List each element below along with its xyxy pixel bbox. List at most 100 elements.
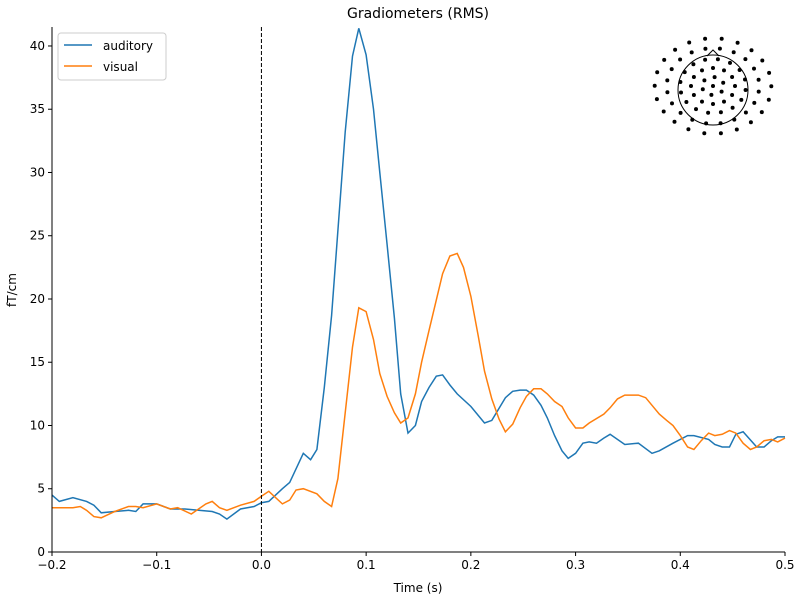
y-tick-label: 0 [37,545,45,559]
sensor-dot [739,97,744,102]
sensor-dot [709,92,714,97]
legend-label-auditory: auditory [103,39,153,53]
sensor-dot [654,97,659,102]
y-tick-label: 10 [30,418,45,432]
sensor-dot [717,46,722,51]
x-tick-label: −0.2 [37,558,66,572]
legend: auditory visual [57,32,167,81]
sensor-dot [743,110,748,115]
sensor-dot [730,75,735,79]
sensor-dot [678,110,683,115]
sensor-dot [678,57,683,62]
sensor-dot [703,46,708,51]
nose-outline [706,49,720,57]
x-tick-label: 0.5 [775,558,794,572]
sensor-dot [702,131,707,136]
sensor-dot [691,62,696,67]
sensor-dot [670,101,674,106]
sensor-dot [686,127,691,132]
sensor-dot [687,40,692,45]
sensor-dot [718,131,723,136]
series-line-visual [52,252,786,519]
sensor-dot [732,117,737,122]
sensor-dot [689,50,694,55]
sensor-dot [690,117,695,122]
sensor-dot [718,121,723,126]
x-tick-label: −0.1 [142,558,171,572]
sensor-dot [733,84,737,88]
head-outline [677,54,749,126]
y-tick-label: 5 [37,482,45,496]
x-tick-label: 0.3 [566,558,585,572]
sensor-dot [756,77,761,82]
sensor-dot [719,36,724,41]
legend-label-visual: visual [103,60,138,74]
sensor-dot [711,66,715,70]
sensor-dot [700,68,704,73]
sensor-dot [700,87,705,92]
sensor-dot [678,80,683,84]
sensor-dot [743,57,748,62]
sensor-dot [661,109,666,114]
sensor-dot [760,58,765,63]
chart-title: Gradiometers (RMS) [347,6,489,22]
sensor-dot [706,110,711,115]
sensor-dot [743,77,747,82]
y-axis-label: fT/cm [5,273,19,307]
x-tick-label: 0.1 [357,558,376,572]
sensor-dot [711,84,715,88]
sensor-dot [682,70,687,75]
series-line-auditory [51,28,785,521]
sensor-dot [652,83,657,88]
x-tick-label: 0.0 [252,558,271,572]
sensor-dot [691,75,696,79]
sensor-dot [731,50,736,55]
sensor-dot [673,47,678,52]
sensor-dot [718,110,723,115]
sensor-dot [767,70,772,75]
sensor-dot [766,97,771,102]
sensor-dot [694,107,698,112]
sensor-dot [700,99,704,104]
sensor-dot [721,80,726,85]
sensor-dot [711,102,715,106]
x-axis-label: Time (s) [393,581,443,595]
y-tick-label: 25 [30,229,45,243]
y-tick-label: 15 [30,355,45,369]
sensor-dot [715,57,720,62]
sensor-dot [759,110,764,115]
sensor-dot [756,89,761,94]
sensor-dot [735,40,740,45]
sensor-dot [702,78,707,83]
sensor-dot [748,120,753,125]
sensor-dot [703,36,708,41]
ticks: −0.2 −0.1 0.0 0.1 0.2 0.3 0.4 0.5 0 5 10 15 20 25 30 35… [30,39,795,572]
sensor-layout-inset [652,36,774,136]
sensor-dot [728,60,732,65]
sensor-dot [669,67,674,72]
sensor-dot [712,75,717,80]
sensor-dot [665,90,670,95]
sensor-dot [691,93,696,97]
x-tick-label: 0.2 [461,558,480,572]
sensor-dot [679,90,683,95]
sensor-dot [655,70,660,75]
y-tick-label: 20 [30,292,45,306]
series-lines [51,28,786,521]
sensor-dot [672,119,677,124]
sensor-dot [730,105,735,110]
sensor-dot [722,68,726,73]
y-tick-label: 40 [30,39,45,53]
sensor-dot [734,127,739,132]
sensor-dot [665,78,670,83]
sensor-dot [722,99,726,104]
sensor-dot [684,100,689,104]
sensor-dot [749,48,754,53]
sensor-dot [752,66,756,71]
sensor-dot [689,84,693,88]
sensor-dot [719,89,724,94]
x-tick-label: 0.4 [671,558,690,572]
sensor-dot [743,88,748,92]
sensor-dot [769,84,774,89]
